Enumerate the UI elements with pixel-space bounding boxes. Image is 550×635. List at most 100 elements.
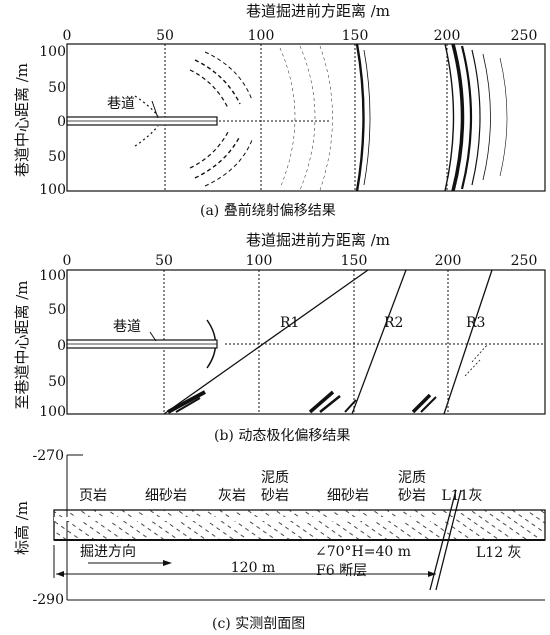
diffraction-arc	[204, 139, 253, 187]
diffraction-arc	[471, 49, 481, 186]
panel-c: -270 -290 标高 /m 页岩 细砂岩 灰岩 泥质 砂岩 细砂岩 泥质 砂…	[13, 448, 546, 632]
direction-label: 掘进方向	[80, 544, 136, 560]
direction-arrow-head	[163, 560, 172, 566]
panel-b-reflectors	[163, 269, 493, 415]
panel-b-tunnel-label: 巷道	[113, 319, 141, 335]
label-r2: R2	[384, 315, 403, 331]
panel-b-ytick: 50	[48, 302, 66, 318]
panel-a-ytick: 0	[57, 114, 66, 130]
panel-a-tunnel: 巷道	[66, 96, 218, 126]
diffraction-arc	[134, 95, 159, 117]
panel-a-ytick: 50	[48, 149, 66, 165]
lithology-labels: 页岩 细砂岩 灰岩 泥质 砂岩 细砂岩 泥质 砂岩 L11灰	[79, 470, 483, 504]
panel-c-caption: (c) 实测剖面图	[212, 616, 305, 632]
panel-b-xtick: 200	[435, 253, 462, 269]
direction-annotation: 掘进方向	[80, 544, 172, 566]
diffraction-arc	[194, 135, 241, 179]
migration-event	[167, 390, 206, 414]
panel-a-xtick: 100	[248, 28, 275, 44]
fault-name: F6 断层	[316, 563, 367, 579]
diffraction-arc	[189, 131, 229, 169]
panel-b-ytick: 0	[57, 338, 66, 354]
panel-b-xticks: 0 50 100 150 200 250	[63, 253, 538, 269]
fault-angle: ∠70°H=40 m	[315, 544, 411, 560]
migration-event	[464, 359, 481, 377]
panel-a: 巷道掘进前方距离 /m 0 50 100 150 200 250 100 50 …	[13, 2, 546, 219]
distance-arrow-right	[428, 571, 436, 577]
diffraction-arc	[194, 59, 241, 105]
panel-a-xtick: 0	[63, 28, 72, 44]
diffraction-arc	[319, 45, 333, 191]
reflector-r2-line	[351, 269, 407, 415]
lith-fine-sandstone-2: 细砂岩	[327, 488, 369, 504]
panel-b-yticks: 100 50 0 50 100	[39, 268, 66, 420]
fault-line	[429, 489, 457, 591]
panel-b-xtick: 150	[341, 253, 368, 269]
panel-b-ytick: 100	[39, 268, 66, 284]
panel-a-ylabel: 巷道中心距离 /m	[13, 63, 31, 177]
reflector-r1-line	[163, 269, 369, 415]
elevation-bottom: -290	[33, 592, 64, 608]
elevation-top: -270	[33, 448, 64, 464]
panel-b: 巷道掘进前方距离 /m 0 50 100 150 200 250 100 50 …	[13, 231, 546, 444]
panel-b-ylabel: 至巷道中心距离 /m	[13, 280, 31, 409]
diffraction-arc	[499, 57, 508, 177]
panel-a-migration-arcs	[134, 43, 508, 192]
panel-b-xtick: 250	[511, 253, 538, 269]
migration-event	[411, 393, 432, 414]
lith-muddy-sandstone-4: 砂岩	[398, 488, 426, 504]
reflector-r3-line	[443, 269, 493, 415]
diffraction-arc	[189, 69, 229, 109]
migration-event	[420, 396, 437, 413]
tunnel-leader	[151, 100, 159, 119]
migration-event	[471, 343, 489, 363]
panel-b-caption: (b) 动态极化偏移结果	[214, 428, 350, 444]
panel-b-xtick: 50	[155, 253, 173, 269]
distance-arrow-left	[56, 571, 64, 577]
panel-c-ylabel: 标高 /m	[13, 501, 31, 555]
stratum-section	[53, 509, 546, 541]
panel-a-xtick: 200	[434, 28, 461, 44]
lith-muddy-sandstone-1: 泥质	[261, 470, 289, 486]
lith-limestone: 灰岩	[218, 488, 246, 504]
l12-limestone: L12 灰	[476, 545, 522, 561]
lith-shale: 页岩	[79, 488, 107, 504]
diffraction-arc	[482, 53, 491, 181]
distance-label: 120 m	[231, 560, 275, 576]
panel-a-xtick: 50	[156, 28, 174, 44]
stratum-gap	[54, 517, 454, 521]
panel-b-xlabel: 巷道掘进前方距离 /m	[246, 231, 390, 249]
migration-event	[319, 395, 341, 413]
panel-a-xtick: 250	[511, 28, 538, 44]
panel-a-ytick: 100	[39, 182, 66, 198]
panel-a-yticks: 100 50 0 50 100	[39, 44, 66, 198]
diffraction-arc	[299, 45, 316, 191]
panel-b-ytick: 50	[48, 374, 66, 390]
panel-b-reflector-labels: R1 R2 R3	[280, 315, 485, 331]
panel-b-xtick: 0	[63, 253, 72, 269]
lith-muddy-sandstone-2: 砂岩	[261, 488, 289, 504]
diffraction-arc	[134, 125, 159, 147]
panel-a-xlabel: 巷道掘进前方距离 /m	[246, 2, 390, 20]
panel-a-ytick: 50	[48, 80, 66, 96]
panel-a-ytick: 100	[39, 44, 66, 60]
diffraction-arc	[279, 47, 296, 189]
panel-b-gridlines	[163, 270, 545, 414]
lith-muddy-sandstone-3: 泥质	[398, 470, 426, 486]
panel-a-xtick: 150	[342, 28, 369, 44]
diffraction-arc	[204, 51, 253, 101]
diffraction-arc	[444, 43, 455, 192]
diffraction-arc	[355, 43, 365, 192]
lith-fine-sandstone: 细砂岩	[145, 488, 187, 504]
panel-b-ytick: 100	[39, 404, 66, 420]
label-r3: R3	[466, 315, 485, 331]
diffraction-arc	[451, 43, 465, 192]
diffraction-arc	[460, 45, 473, 190]
diffraction-arc	[363, 49, 371, 186]
label-r1: R1	[280, 315, 299, 331]
panel-b-xtick: 100	[246, 253, 273, 269]
migration-event	[344, 399, 357, 413]
panel-a-xticks: 0 50 100 150 200 250	[63, 28, 538, 44]
